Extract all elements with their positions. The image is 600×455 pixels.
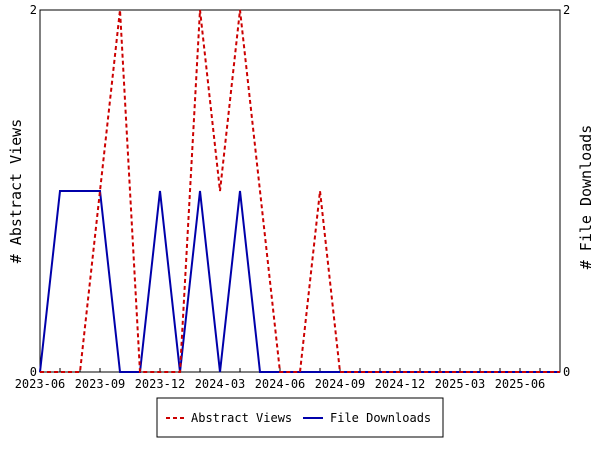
x-tick-label: 2025-06 xyxy=(495,377,546,391)
x-tick-label: 2025-03 xyxy=(435,377,486,391)
y-axis-title-right: # File Downloads xyxy=(577,125,595,270)
x-tick-label: 2024-09 xyxy=(315,377,366,391)
series-line-abstract-views xyxy=(40,9,560,373)
plot-area xyxy=(39,9,561,373)
legend: Abstract Views File Downloads xyxy=(156,397,444,438)
y-tick-label-right: 0 xyxy=(563,365,570,379)
legend-box xyxy=(156,397,444,438)
y-tick-label-right: 2 xyxy=(563,3,570,17)
y-tick-label-left: 0 xyxy=(30,365,37,379)
x-tick-label: 2024-12 xyxy=(375,377,426,391)
x-tick-label: 2023-06 xyxy=(15,377,66,391)
x-tick-label: 2024-06 xyxy=(255,377,306,391)
x-tick-label: 2024-03 xyxy=(195,377,246,391)
legend-label-file-downloads: File Downloads xyxy=(330,411,431,425)
series-layer xyxy=(39,9,560,373)
x-tick-label: 2023-09 xyxy=(75,377,126,391)
y-tick-label-left: 2 xyxy=(30,3,37,17)
y-axis-title-left: # Abstract Views xyxy=(7,119,25,264)
legend-label-abstract-views: Abstract Views xyxy=(191,411,292,425)
x-tick-label: 2023-12 xyxy=(135,377,186,391)
ticks-layer: 2023-06 2023-09 2023-12 2024-03 2024-06 2024-… xyxy=(15,3,571,391)
